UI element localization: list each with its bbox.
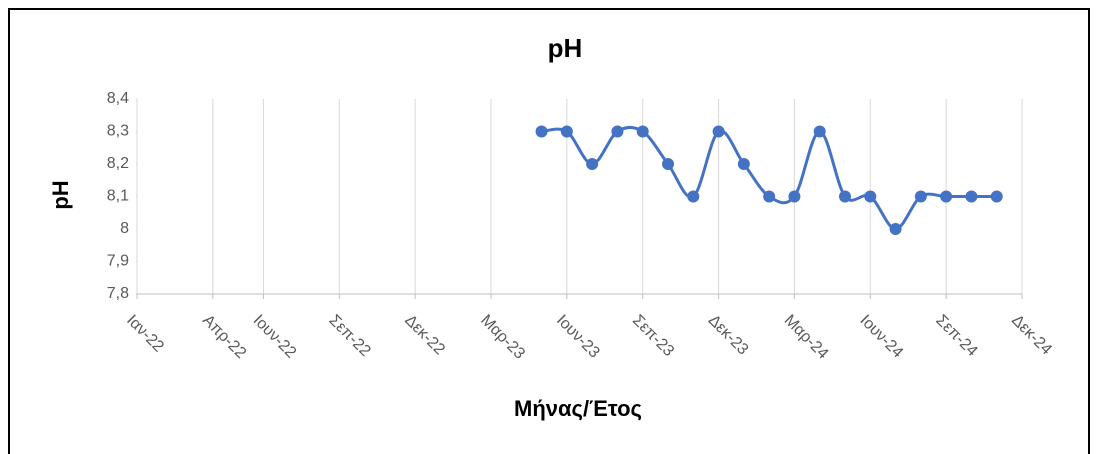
y-tick-label: 8,3 bbox=[107, 123, 129, 140]
y-axis-label: pH bbox=[48, 180, 73, 209]
marker bbox=[839, 190, 851, 203]
y-tick-label: 7,9 bbox=[107, 253, 129, 270]
marker bbox=[687, 190, 700, 203]
marker bbox=[990, 190, 1003, 203]
marker bbox=[535, 125, 548, 138]
marker bbox=[965, 190, 978, 203]
marker bbox=[662, 158, 674, 170]
y-tick-label: 8,4 bbox=[107, 90, 129, 107]
marker bbox=[889, 223, 902, 235]
y-tick-label: 8,1 bbox=[107, 188, 129, 205]
y-tick-label: 7,8 bbox=[107, 285, 129, 302]
marker bbox=[940, 190, 953, 203]
marker bbox=[864, 190, 877, 203]
marker bbox=[712, 125, 725, 138]
marker bbox=[611, 125, 624, 138]
marker bbox=[737, 158, 750, 170]
y-tick-label: 8 bbox=[120, 220, 129, 237]
marker bbox=[586, 158, 599, 170]
marker bbox=[636, 125, 649, 138]
marker bbox=[763, 190, 776, 203]
chart-frame bbox=[8, 8, 1090, 454]
chart-title: pH bbox=[548, 33, 583, 63]
marker bbox=[788, 190, 801, 203]
marker bbox=[813, 125, 826, 138]
marker bbox=[560, 125, 573, 138]
marker bbox=[914, 190, 927, 203]
y-tick-label: 8,2 bbox=[107, 155, 129, 172]
x-axis-label: Μήνας/Έτος bbox=[514, 396, 642, 421]
